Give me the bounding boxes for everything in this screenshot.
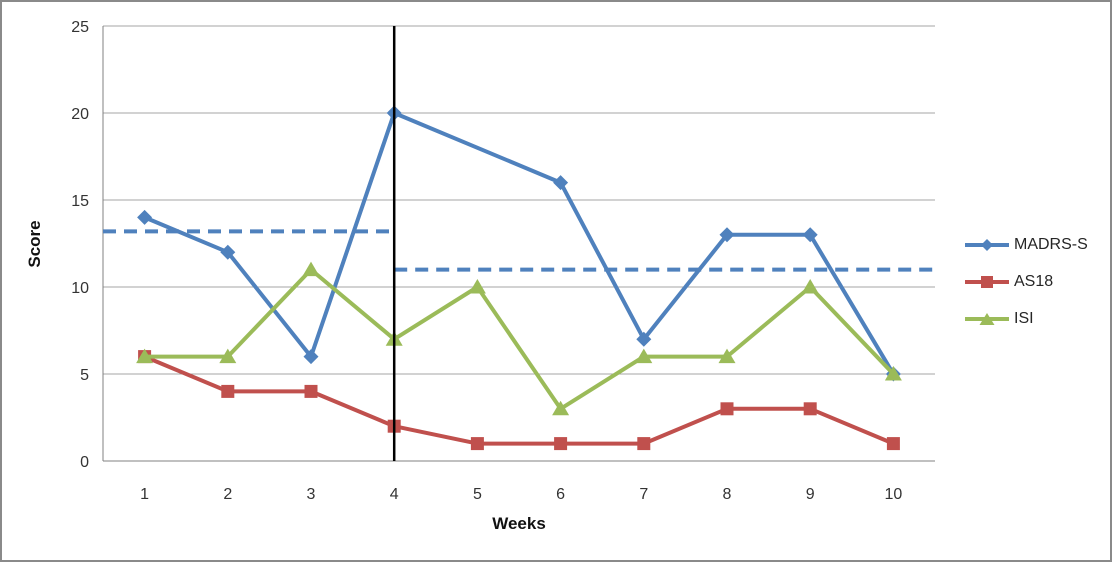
- marker-triangle-isi: [635, 348, 653, 364]
- tick-labels: 0 5 10 15 20 25 1 2 3 4 5 6 7 8 9 10: [71, 19, 902, 503]
- marker-triangle-isi: [136, 348, 154, 364]
- marker-diamond-madrs-s: [137, 209, 153, 225]
- x-tick-label: 6: [556, 486, 565, 503]
- x-tick-label: 1: [140, 486, 149, 503]
- series-line-madrs-s: [142, 111, 896, 376]
- y-axis-title: Score: [25, 220, 44, 267]
- series-line-as18: [142, 354, 896, 446]
- legend-line-triangle-icon: [965, 313, 1009, 325]
- marker-square-as18: [720, 402, 734, 416]
- marker-triangle-isi: [718, 348, 736, 364]
- legend-line-square-icon: [965, 276, 1009, 288]
- x-tick-label: 2: [223, 486, 232, 503]
- marker-triangle-isi: [884, 366, 902, 381]
- marker-square-as18: [304, 384, 318, 398]
- legend-label-madrs-s: MADRS-S: [1014, 236, 1088, 253]
- marker-triangle-isi: [302, 261, 320, 277]
- x-tick-label: 3: [307, 486, 316, 503]
- marker-square-as18: [221, 384, 235, 398]
- marker-square-as18: [637, 437, 651, 451]
- x-tick-label: 9: [806, 486, 815, 503]
- legend-label-as18: AS18: [1014, 273, 1054, 290]
- x-axis-title: Weeks: [492, 514, 546, 533]
- marker-triangle-isi: [801, 279, 819, 294]
- legend-triangle-icon: [979, 313, 995, 325]
- marker-triangle-isi: [219, 348, 237, 364]
- marker-square-as18: [803, 402, 817, 416]
- marker-diamond-madrs-s: [303, 349, 319, 365]
- y-tick-label: 15: [71, 193, 89, 210]
- marker-diamond-madrs-s: [220, 244, 236, 260]
- marker-square-as18: [886, 437, 900, 451]
- y-tick-label: 20: [71, 106, 89, 123]
- x-tick-label: 5: [473, 486, 482, 503]
- series-line-isi: [142, 267, 896, 411]
- marker-diamond-madrs-s: [802, 227, 818, 243]
- gridlines: [102, 25, 935, 462]
- legend-line-diamond-icon: [965, 239, 1009, 251]
- marker-square-as18: [470, 437, 484, 451]
- legend: MADRS-S AS18 ISI: [964, 236, 1088, 327]
- marker-diamond-madrs-s: [719, 227, 735, 243]
- x-tick-label: 8: [723, 486, 732, 503]
- legend-item-isi: ISI: [964, 310, 1088, 327]
- legend-item-madrs-s: MADRS-S: [964, 236, 1088, 253]
- y-tick-label: 25: [71, 19, 89, 36]
- legend-diamond-icon: [981, 239, 993, 251]
- y-tick-label: 0: [80, 454, 89, 471]
- marker-triangle-isi: [552, 400, 570, 416]
- x-tick-label: 10: [885, 486, 903, 503]
- y-tick-label: 10: [71, 280, 89, 297]
- data-series: [136, 105, 902, 451]
- marker-diamond-madrs-s: [636, 331, 652, 347]
- legend-square-icon: [981, 276, 993, 288]
- reference-lines: [103, 229, 935, 272]
- x-tick-label: 4: [390, 486, 399, 503]
- y-tick-label: 5: [80, 367, 89, 384]
- x-tick-label: 7: [639, 486, 648, 503]
- marker-triangle-isi: [468, 279, 486, 294]
- legend-item-as18: AS18: [964, 273, 1088, 290]
- marker-square-as18: [554, 437, 568, 451]
- legend-label-isi: ISI: [1014, 310, 1034, 327]
- marker-diamond-madrs-s: [553, 175, 569, 191]
